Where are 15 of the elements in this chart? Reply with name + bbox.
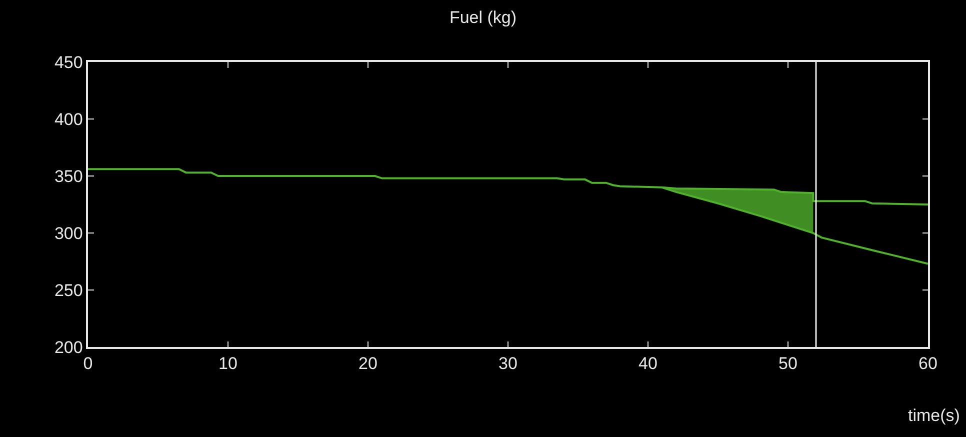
x-tick-label: 10 [218, 354, 238, 374]
y-tick-label: 350 [54, 166, 83, 186]
y-tick-label: 250 [54, 280, 83, 300]
x-tick-label: 20 [358, 354, 378, 374]
y-tick-label: 200 [54, 338, 83, 357]
x-tick-label: 50 [778, 354, 798, 374]
chart-title: Fuel (kg) [449, 8, 517, 27]
y-tick-label: 300 [54, 224, 83, 243]
y-tick-label: 400 [54, 110, 83, 129]
x-tick-label: 40 [638, 354, 658, 374]
y-tick-label: 450 [54, 52, 83, 72]
x-tick-label: 60 [918, 354, 938, 374]
x-tick-label: 0 [83, 354, 93, 374]
x-axis-title: time(s) [908, 406, 960, 425]
x-tick-label: 30 [498, 354, 518, 374]
